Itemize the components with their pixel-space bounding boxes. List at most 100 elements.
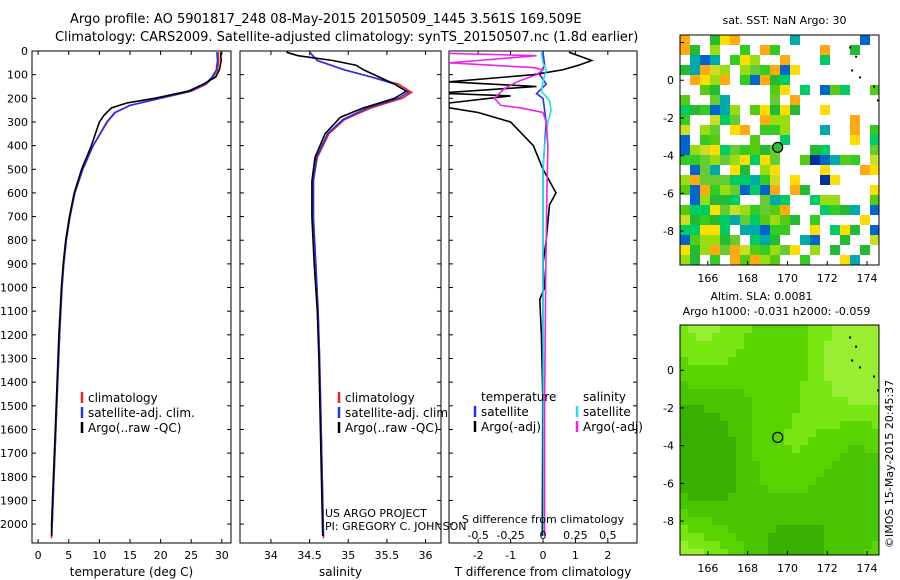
sla-map-panel: 166 168 170 172 174 0 -2 -4 -6 -8 Altim. SLA: 0.00…	[663, 290, 880, 575]
sla-cell	[760, 469, 768, 477]
sla-cell	[760, 381, 768, 389]
sla-cell	[832, 421, 840, 429]
y-tick-label: -2	[663, 112, 674, 125]
sla-cell	[872, 333, 879, 341]
sla-cell	[848, 365, 856, 373]
sla-cell	[864, 429, 872, 437]
sst-cell	[720, 35, 730, 45]
sla-cell	[864, 469, 872, 477]
sla-cell	[688, 437, 696, 445]
sla-cell	[848, 469, 856, 477]
sla-cell	[840, 333, 848, 341]
x-tick-label: 36	[419, 549, 433, 562]
argo-float-marker	[772, 141, 784, 153]
sla-cell	[840, 429, 848, 437]
sst-cell	[760, 225, 770, 235]
sla-cell	[808, 413, 816, 421]
sst-cell	[740, 55, 750, 65]
sst-cell	[780, 65, 790, 75]
x-tick-label: 20	[154, 549, 168, 562]
sla-cell	[768, 365, 776, 373]
sla-cell	[840, 365, 848, 373]
sst-cell	[790, 185, 800, 195]
sla-cell	[776, 365, 784, 373]
sla-cell	[824, 533, 832, 541]
sla-cell	[808, 389, 816, 397]
sst-cell	[730, 145, 740, 155]
sst-cell	[700, 225, 710, 235]
sla-cell	[680, 357, 688, 365]
sla-cell	[696, 373, 704, 381]
sla-cell	[784, 373, 792, 381]
sst-cell	[720, 95, 730, 105]
sst-cell	[740, 175, 750, 185]
sst-cell	[750, 175, 760, 185]
sla-cell	[728, 341, 736, 349]
sla-cell	[824, 413, 832, 421]
sla-cell	[840, 421, 848, 429]
sla-cell	[832, 333, 840, 341]
sla-cell	[760, 349, 768, 357]
sla-cell	[848, 429, 856, 437]
sst-cell	[830, 245, 840, 255]
sla-cell	[728, 421, 736, 429]
sst-cell	[680, 115, 690, 125]
sla-cell	[792, 461, 800, 469]
sla-cell	[848, 381, 856, 389]
sst-cell	[810, 155, 820, 165]
sla-cell	[720, 333, 728, 341]
sla-cell	[808, 397, 816, 405]
sla-cell	[840, 509, 848, 517]
sla-cell	[824, 509, 832, 517]
sla-cell	[736, 493, 744, 501]
sla-cell	[736, 413, 744, 421]
sla-cell	[864, 541, 872, 549]
sla-cell	[768, 437, 776, 445]
sst-cell	[800, 235, 810, 245]
sst-cell	[710, 35, 720, 45]
sst-cell	[760, 75, 770, 85]
sst-cell	[700, 75, 710, 85]
sla-cell	[864, 389, 872, 397]
sla-cell	[736, 349, 744, 357]
sla-cell	[760, 333, 768, 341]
sla-cell	[864, 397, 872, 405]
sst-cell	[730, 175, 740, 185]
sst-cell	[710, 75, 720, 85]
sla-cell	[832, 357, 840, 365]
sst-cell	[810, 215, 820, 225]
sst-cell	[700, 175, 710, 185]
sla-cell	[712, 381, 720, 389]
sla-cell	[720, 437, 728, 445]
sst-cell	[730, 115, 740, 125]
sla-cell	[864, 437, 872, 445]
sla-cell	[720, 533, 728, 541]
sla-cell	[688, 469, 696, 477]
sla-cell	[808, 501, 816, 509]
sla-cell	[856, 533, 864, 541]
sla-cell	[840, 389, 848, 397]
sla-cell	[864, 421, 872, 429]
sst-cell	[760, 115, 770, 125]
sst-cell	[730, 185, 740, 195]
sla-cell	[776, 357, 784, 365]
sla-cell	[696, 501, 704, 509]
sla-cell	[688, 325, 696, 333]
sla-cell	[720, 525, 728, 533]
sst-cell	[820, 155, 830, 165]
sla-cell	[752, 325, 760, 333]
sla-cell	[768, 525, 776, 533]
sla-cell	[728, 389, 736, 397]
sst-cell	[840, 155, 850, 165]
sla-cell	[704, 541, 712, 549]
sla-cell	[704, 445, 712, 453]
sst-cell	[810, 225, 820, 235]
sla-cell	[712, 493, 720, 501]
sst-cell	[770, 155, 780, 165]
sla-cell	[720, 509, 728, 517]
sla-cell	[736, 485, 744, 493]
credits-pi: PI: GREGORY C. JOHNSON	[325, 520, 466, 533]
sla-cell	[848, 509, 856, 517]
sla-cell	[704, 357, 712, 365]
sst-cell	[840, 235, 850, 245]
